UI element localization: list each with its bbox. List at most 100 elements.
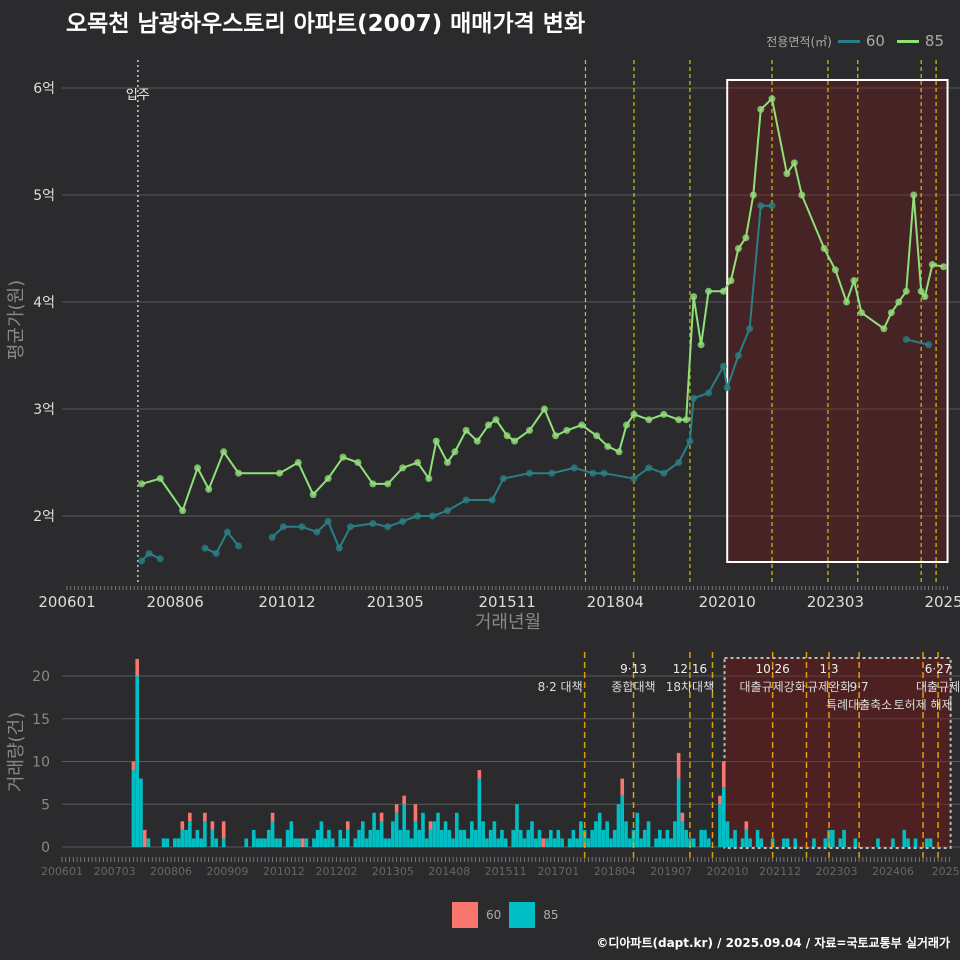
bar-85 bbox=[327, 829, 331, 847]
bar-85 bbox=[383, 838, 388, 847]
data-point-85 bbox=[425, 475, 433, 483]
y-tick-label: 2억 bbox=[33, 509, 55, 525]
bar-60 bbox=[477, 770, 482, 779]
policy-annotation: 8·2 대책 bbox=[538, 679, 583, 694]
data-point-60 bbox=[660, 469, 668, 477]
data-point-60 bbox=[768, 202, 776, 210]
bar-85 bbox=[928, 838, 933, 847]
bar-85 bbox=[500, 829, 504, 847]
bar-60 bbox=[721, 761, 726, 788]
policy-annotation: 대출규제 bbox=[916, 680, 960, 694]
bar-85 bbox=[597, 812, 602, 847]
data-point-85 bbox=[615, 448, 623, 456]
bar-85 bbox=[191, 838, 196, 847]
bar-85 bbox=[853, 838, 858, 847]
bar-60 bbox=[203, 812, 207, 822]
bar-85 bbox=[665, 829, 670, 847]
y-axis-title: 거래량(건) bbox=[6, 712, 27, 792]
bar-85 bbox=[255, 838, 260, 847]
bar-85 bbox=[556, 829, 561, 847]
data-point-85 bbox=[309, 491, 317, 499]
bar-85 bbox=[214, 838, 218, 847]
x-tick-label: 201202 bbox=[315, 865, 357, 878]
bar-85 bbox=[424, 838, 429, 847]
source-credit: ©디아파트(dapt.kr) / 2025.09.04 / 자료=국토교통부 실… bbox=[596, 936, 950, 950]
data-point-85 bbox=[940, 263, 948, 271]
data-point-85 bbox=[850, 277, 858, 285]
data-point-60 bbox=[719, 362, 727, 370]
bar-85 bbox=[353, 838, 358, 847]
bar-60 bbox=[270, 812, 275, 822]
bar-85 bbox=[387, 838, 391, 847]
policy-annotation: 특례대출축소 bbox=[826, 698, 892, 712]
bar-85 bbox=[210, 829, 215, 847]
x-tick-label: 202010 bbox=[707, 865, 749, 878]
bar-85 bbox=[361, 821, 365, 847]
legend-label-85: 85 bbox=[924, 32, 944, 50]
data-point-60 bbox=[414, 512, 422, 520]
x-tick-label: 201305 bbox=[372, 865, 414, 878]
bar-85 bbox=[263, 838, 267, 847]
data-point-85 bbox=[630, 410, 638, 418]
bar-85 bbox=[661, 838, 666, 847]
bar-85 bbox=[785, 838, 790, 847]
bar-85 bbox=[470, 821, 474, 847]
y-tick-label: 0 bbox=[41, 840, 50, 856]
policy-annotation: 9·7 bbox=[850, 680, 869, 694]
bar-85 bbox=[627, 838, 632, 847]
bar-60 bbox=[180, 821, 185, 830]
bar-85 bbox=[330, 838, 335, 847]
bar-60 bbox=[402, 795, 406, 805]
x-tick-label: 201012 bbox=[258, 593, 315, 611]
policy-annotation: 규제완화 bbox=[807, 680, 851, 694]
legend-label-60: 60 bbox=[865, 32, 885, 50]
data-point-60 bbox=[645, 464, 653, 472]
data-point-85 bbox=[798, 191, 806, 199]
bar-85 bbox=[793, 838, 797, 847]
data-point-60 bbox=[589, 469, 597, 477]
data-point-85 bbox=[917, 287, 925, 295]
bar-85 bbox=[552, 838, 557, 847]
bar-85 bbox=[639, 838, 643, 847]
bottom-legend: 60 85 bbox=[452, 902, 559, 928]
y-axis-title: 평균가(원) bbox=[6, 280, 27, 360]
bar-85 bbox=[684, 829, 688, 847]
x-tick-label: 201804 bbox=[594, 865, 636, 878]
bar-85 bbox=[180, 829, 185, 847]
data-point-60 bbox=[399, 517, 407, 525]
bar-85 bbox=[721, 787, 726, 847]
policy-annotation: 12·16 bbox=[673, 662, 707, 676]
bar-85 bbox=[342, 838, 346, 847]
data-point-85 bbox=[623, 421, 630, 429]
bar-85 bbox=[658, 829, 662, 847]
bar-85 bbox=[545, 838, 549, 847]
data-point-85 bbox=[235, 469, 243, 477]
data-point-60 bbox=[145, 549, 153, 557]
y-tick-label: 5억 bbox=[33, 188, 55, 204]
data-point-85 bbox=[887, 309, 895, 317]
bar-85 bbox=[549, 829, 553, 847]
bar-85 bbox=[323, 838, 327, 847]
data-point-60 bbox=[429, 512, 437, 520]
y-tick-label: 5 bbox=[41, 797, 50, 813]
bar-85 bbox=[902, 829, 907, 847]
data-point-85 bbox=[432, 437, 440, 445]
series-85 bbox=[138, 95, 948, 515]
bar-60 bbox=[413, 804, 418, 822]
bar-85 bbox=[612, 829, 617, 847]
data-point-85 bbox=[682, 416, 690, 424]
x-axis-title: 거래년월 bbox=[475, 612, 541, 633]
data-point-60 bbox=[201, 544, 209, 552]
bar-85 bbox=[462, 829, 467, 847]
x-tick-label: 201511 bbox=[479, 593, 536, 611]
data-point-60 bbox=[705, 389, 713, 397]
bar-85 bbox=[368, 829, 373, 847]
bar-85 bbox=[372, 812, 376, 847]
data-point-60 bbox=[902, 335, 910, 343]
policy-annotation: 종합대책 bbox=[611, 679, 655, 694]
data-point-60 bbox=[570, 464, 578, 472]
bar-60 bbox=[428, 821, 433, 830]
bar-85 bbox=[203, 821, 207, 847]
bar-85 bbox=[394, 812, 399, 847]
bar-85 bbox=[402, 804, 406, 847]
